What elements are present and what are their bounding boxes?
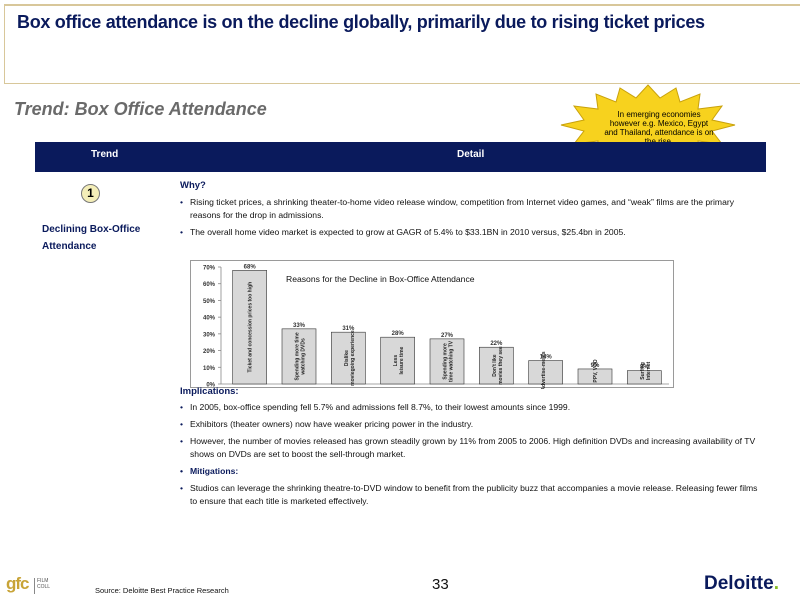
implication-bullet: Exhibitors (theater owners) now have wea… (180, 418, 760, 431)
bar-category-line: movies they see (498, 346, 504, 385)
chart-bar (281, 328, 317, 385)
bar-value-label: 14% (540, 355, 553, 361)
chart-bar (577, 368, 613, 385)
film-logo-mark: FILM COLL (34, 578, 52, 594)
y-tick-label: 30% (203, 332, 216, 338)
y-tick-label: 70% (203, 266, 216, 272)
y-tick-label: 10% (203, 366, 216, 372)
chart-canvas: 0% 10% 20% 30% 40% 50% 60% 70% 68% Ticket and con… (203, 264, 669, 389)
bar-category-label: Spending moretime watching TV (443, 340, 455, 382)
bar-category-line: Advertise-ments (541, 351, 547, 389)
y-tick-label: 40% (203, 316, 216, 322)
chart-title: Reasons for the Decline in Box-Office At… (286, 274, 475, 284)
bar-category-line: Don't like (492, 354, 498, 377)
chart-bar (528, 360, 563, 385)
why-section: Why? Rising ticket prices, a shrinking t… (180, 179, 760, 243)
brand-name: Deloitte (704, 573, 774, 594)
bar-category-label: Don't likemovies they see (492, 346, 504, 385)
source-note: Source: Deloitte Best Practice Research (95, 586, 229, 595)
trend-label: Declining Box-Office Attendance (42, 224, 141, 252)
header-trend: Trend (91, 149, 119, 160)
gfc-logo: gfc (6, 574, 29, 593)
bar-value-label: 22% (490, 341, 503, 347)
chart-bar (429, 338, 465, 385)
bar-category-line: Internet (646, 362, 652, 381)
bar-category-line: time watching TV (449, 340, 455, 382)
bar-value-label: 68% (244, 264, 257, 270)
mitigation-bullet: Studios can leverage the shrinking theat… (180, 482, 760, 508)
bar-category-line: Dislike (344, 350, 350, 366)
chart-bar (232, 270, 267, 385)
y-tick-label: 20% (203, 349, 216, 355)
bar-value-label: 28% (392, 331, 405, 337)
bar-category-line: leisure time (399, 346, 405, 374)
bar-value-label: 33% (293, 323, 306, 329)
why-bullet: The overall home video market is expecte… (180, 226, 760, 239)
bar-category-label: Ticket and concession prices too high (248, 282, 254, 373)
bar-value-label: 8% (640, 365, 649, 371)
bar-category-label: Advertise-ments (541, 351, 547, 389)
chart-bar (380, 336, 415, 385)
page-title: Box office attendance is on the decline … (17, 12, 705, 32)
y-tick-label: 50% (203, 299, 216, 305)
bar-category-label: PPV, VOD (593, 359, 599, 383)
mitigations-label: Mitigations: (180, 465, 760, 478)
chart-bar (479, 346, 514, 385)
header-detail: Detail (457, 149, 485, 160)
bar-category-label: Lessleisure time (393, 346, 405, 374)
bar-category-line: Spending more time (295, 332, 301, 380)
title-box: Box office attendance is on the decline … (4, 4, 800, 84)
table-header: Trend Detail (35, 142, 766, 172)
bar-category-line: watching DVDs (301, 338, 307, 376)
bar-value-label: 27% (441, 333, 454, 339)
bar-category-line: moviegoing experience (350, 330, 356, 386)
bar-category-line: Less (393, 355, 399, 367)
implications-section: Implications: In 2005, box-office spendi… (180, 385, 760, 512)
implications-heading: Implications: (180, 386, 239, 397)
y-tick-label: 0% (206, 383, 215, 389)
brand-dot: . (773, 573, 779, 594)
bar-category-line: Spending more (443, 343, 449, 380)
decline-reasons-chart: 0% 10% 20% 30% 40% 50% 60% 70% 68% Ticket and con… (190, 260, 674, 389)
why-bullet: Rising ticket prices, a shrinking theate… (180, 196, 760, 222)
chart-bar (331, 331, 366, 385)
bar-category-line: Surfing (640, 362, 646, 380)
y-tick-label: 60% (203, 282, 216, 288)
bar-value-label: 31% (342, 326, 355, 332)
bar-value-label: 9% (591, 363, 600, 369)
deloitte-logo: Deloitte. (704, 573, 779, 595)
callout-text: In emerging economies however e.g. Mexic… (604, 110, 714, 146)
trend-number-badge: 1 (81, 184, 100, 203)
why-heading: Why? (180, 180, 206, 191)
chart-bar (627, 370, 662, 385)
section-subtitle: Trend: Box Office Attendance (14, 99, 267, 119)
implication-bullet: In 2005, box-office spending fell 5.7% a… (180, 401, 760, 414)
implication-bullet: However, the number of movies released h… (180, 435, 760, 461)
bar-category-label: Dislikemoviegoing experience (344, 330, 356, 386)
bar-category-label: SurfingInternet (640, 362, 652, 381)
bar-category-label: Spending more timewatching DVDs (295, 332, 307, 380)
page-number: 33 (432, 576, 449, 593)
